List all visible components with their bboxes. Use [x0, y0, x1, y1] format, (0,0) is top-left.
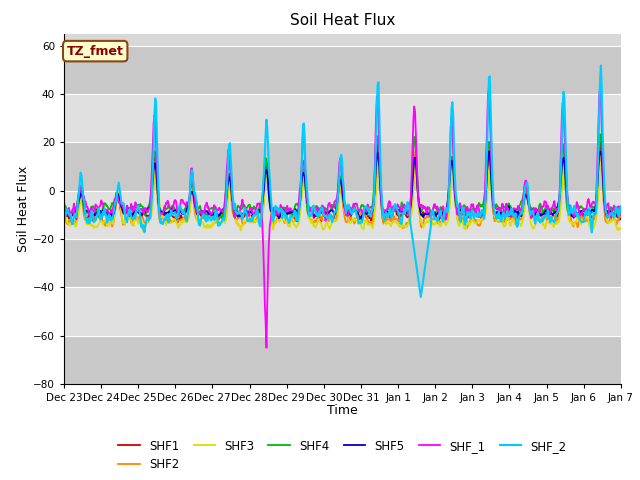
Y-axis label: Soil Heat Flux: Soil Heat Flux — [17, 166, 30, 252]
SHF_1 — [60, 206, 68, 212]
SHF1 — [174, 219, 182, 225]
SHF_1 — [209, 210, 216, 216]
SHF3 — [243, 218, 250, 224]
Bar — [64, 191, 621, 239]
SHF1 — [209, 213, 217, 219]
SHF_1 — [617, 212, 625, 217]
SHF5 — [356, 216, 364, 222]
SHF1 — [60, 208, 68, 214]
Bar — [64, 336, 621, 384]
SHF_2 — [76, 179, 84, 184]
SHF1 — [243, 208, 250, 214]
SHF_1 — [262, 345, 270, 350]
Title: Soil Heat Flux: Soil Heat Flux — [290, 13, 395, 28]
SHF5 — [150, 160, 158, 166]
SHF4 — [617, 209, 625, 215]
SHF2 — [463, 225, 470, 231]
SHF5 — [209, 210, 216, 216]
SHF_2 — [150, 111, 158, 117]
SHF4 — [566, 209, 573, 215]
SHF5 — [566, 208, 574, 214]
SHF_1 — [150, 112, 158, 118]
SHF_2 — [617, 204, 625, 209]
SHF4 — [530, 205, 538, 211]
SHF2 — [566, 212, 574, 218]
SHF_2 — [417, 294, 425, 300]
Line: SHF5: SHF5 — [64, 151, 621, 219]
SHF4 — [152, 151, 159, 156]
SHF4 — [76, 183, 84, 189]
SHF2 — [209, 212, 216, 218]
Line: SHF4: SHF4 — [64, 134, 621, 218]
SHF1 — [566, 207, 573, 213]
SHF4 — [596, 132, 604, 137]
SHF2 — [531, 213, 538, 219]
SHF1 — [76, 192, 84, 198]
SHF3 — [152, 167, 159, 172]
SHF_2 — [530, 212, 538, 218]
SHF5 — [485, 148, 493, 154]
Bar — [64, 143, 621, 191]
Line: SHF_1: SHF_1 — [64, 88, 621, 348]
SHF_2 — [60, 221, 68, 227]
SHF1 — [597, 140, 605, 146]
SHF3 — [60, 212, 68, 217]
SHF5 — [76, 195, 84, 201]
SHF4 — [97, 216, 104, 221]
SHF3 — [76, 203, 84, 209]
SHF4 — [243, 205, 250, 211]
SHF1 — [150, 158, 158, 164]
SHF_2 — [242, 209, 250, 215]
SHF2 — [242, 219, 250, 225]
SHF4 — [209, 205, 217, 211]
SHF1 — [530, 205, 538, 211]
SHF_1 — [566, 204, 573, 210]
SHF3 — [617, 226, 625, 231]
SHF3 — [374, 158, 382, 164]
SHF5 — [617, 207, 625, 213]
SHF3 — [566, 219, 574, 225]
SHF5 — [531, 213, 538, 218]
SHF_2 — [566, 212, 573, 217]
SHF2 — [60, 216, 68, 221]
SHF2 — [150, 159, 158, 165]
SHF4 — [60, 200, 68, 205]
Line: SHF3: SHF3 — [64, 161, 621, 232]
SHF3 — [209, 222, 217, 228]
SHF_1 — [76, 184, 84, 190]
SHF2 — [617, 214, 625, 219]
SHF_2 — [597, 62, 605, 68]
SHF5 — [60, 211, 68, 216]
SHF_1 — [530, 205, 538, 211]
Legend: SHF1, SHF2, SHF3, SHF4, SHF5, SHF_1, SHF_2: SHF1, SHF2, SHF3, SHF4, SHF5, SHF_1, SHF… — [114, 435, 571, 476]
SHF2 — [76, 194, 84, 200]
Line: SHF1: SHF1 — [64, 143, 621, 222]
Bar — [64, 288, 621, 336]
X-axis label: Time: Time — [327, 405, 358, 418]
SHF3 — [140, 229, 147, 235]
Bar — [64, 239, 621, 288]
SHF2 — [485, 146, 493, 152]
SHF5 — [242, 210, 250, 216]
SHF1 — [617, 215, 625, 221]
Text: TZ_fmet: TZ_fmet — [67, 45, 124, 58]
Bar — [64, 94, 621, 143]
Line: SHF2: SHF2 — [64, 149, 621, 228]
Line: SHF_2: SHF_2 — [64, 65, 621, 297]
SHF_1 — [242, 208, 250, 214]
Bar — [64, 46, 621, 94]
SHF_2 — [209, 214, 216, 219]
SHF3 — [531, 224, 538, 229]
SHF_1 — [596, 85, 604, 91]
